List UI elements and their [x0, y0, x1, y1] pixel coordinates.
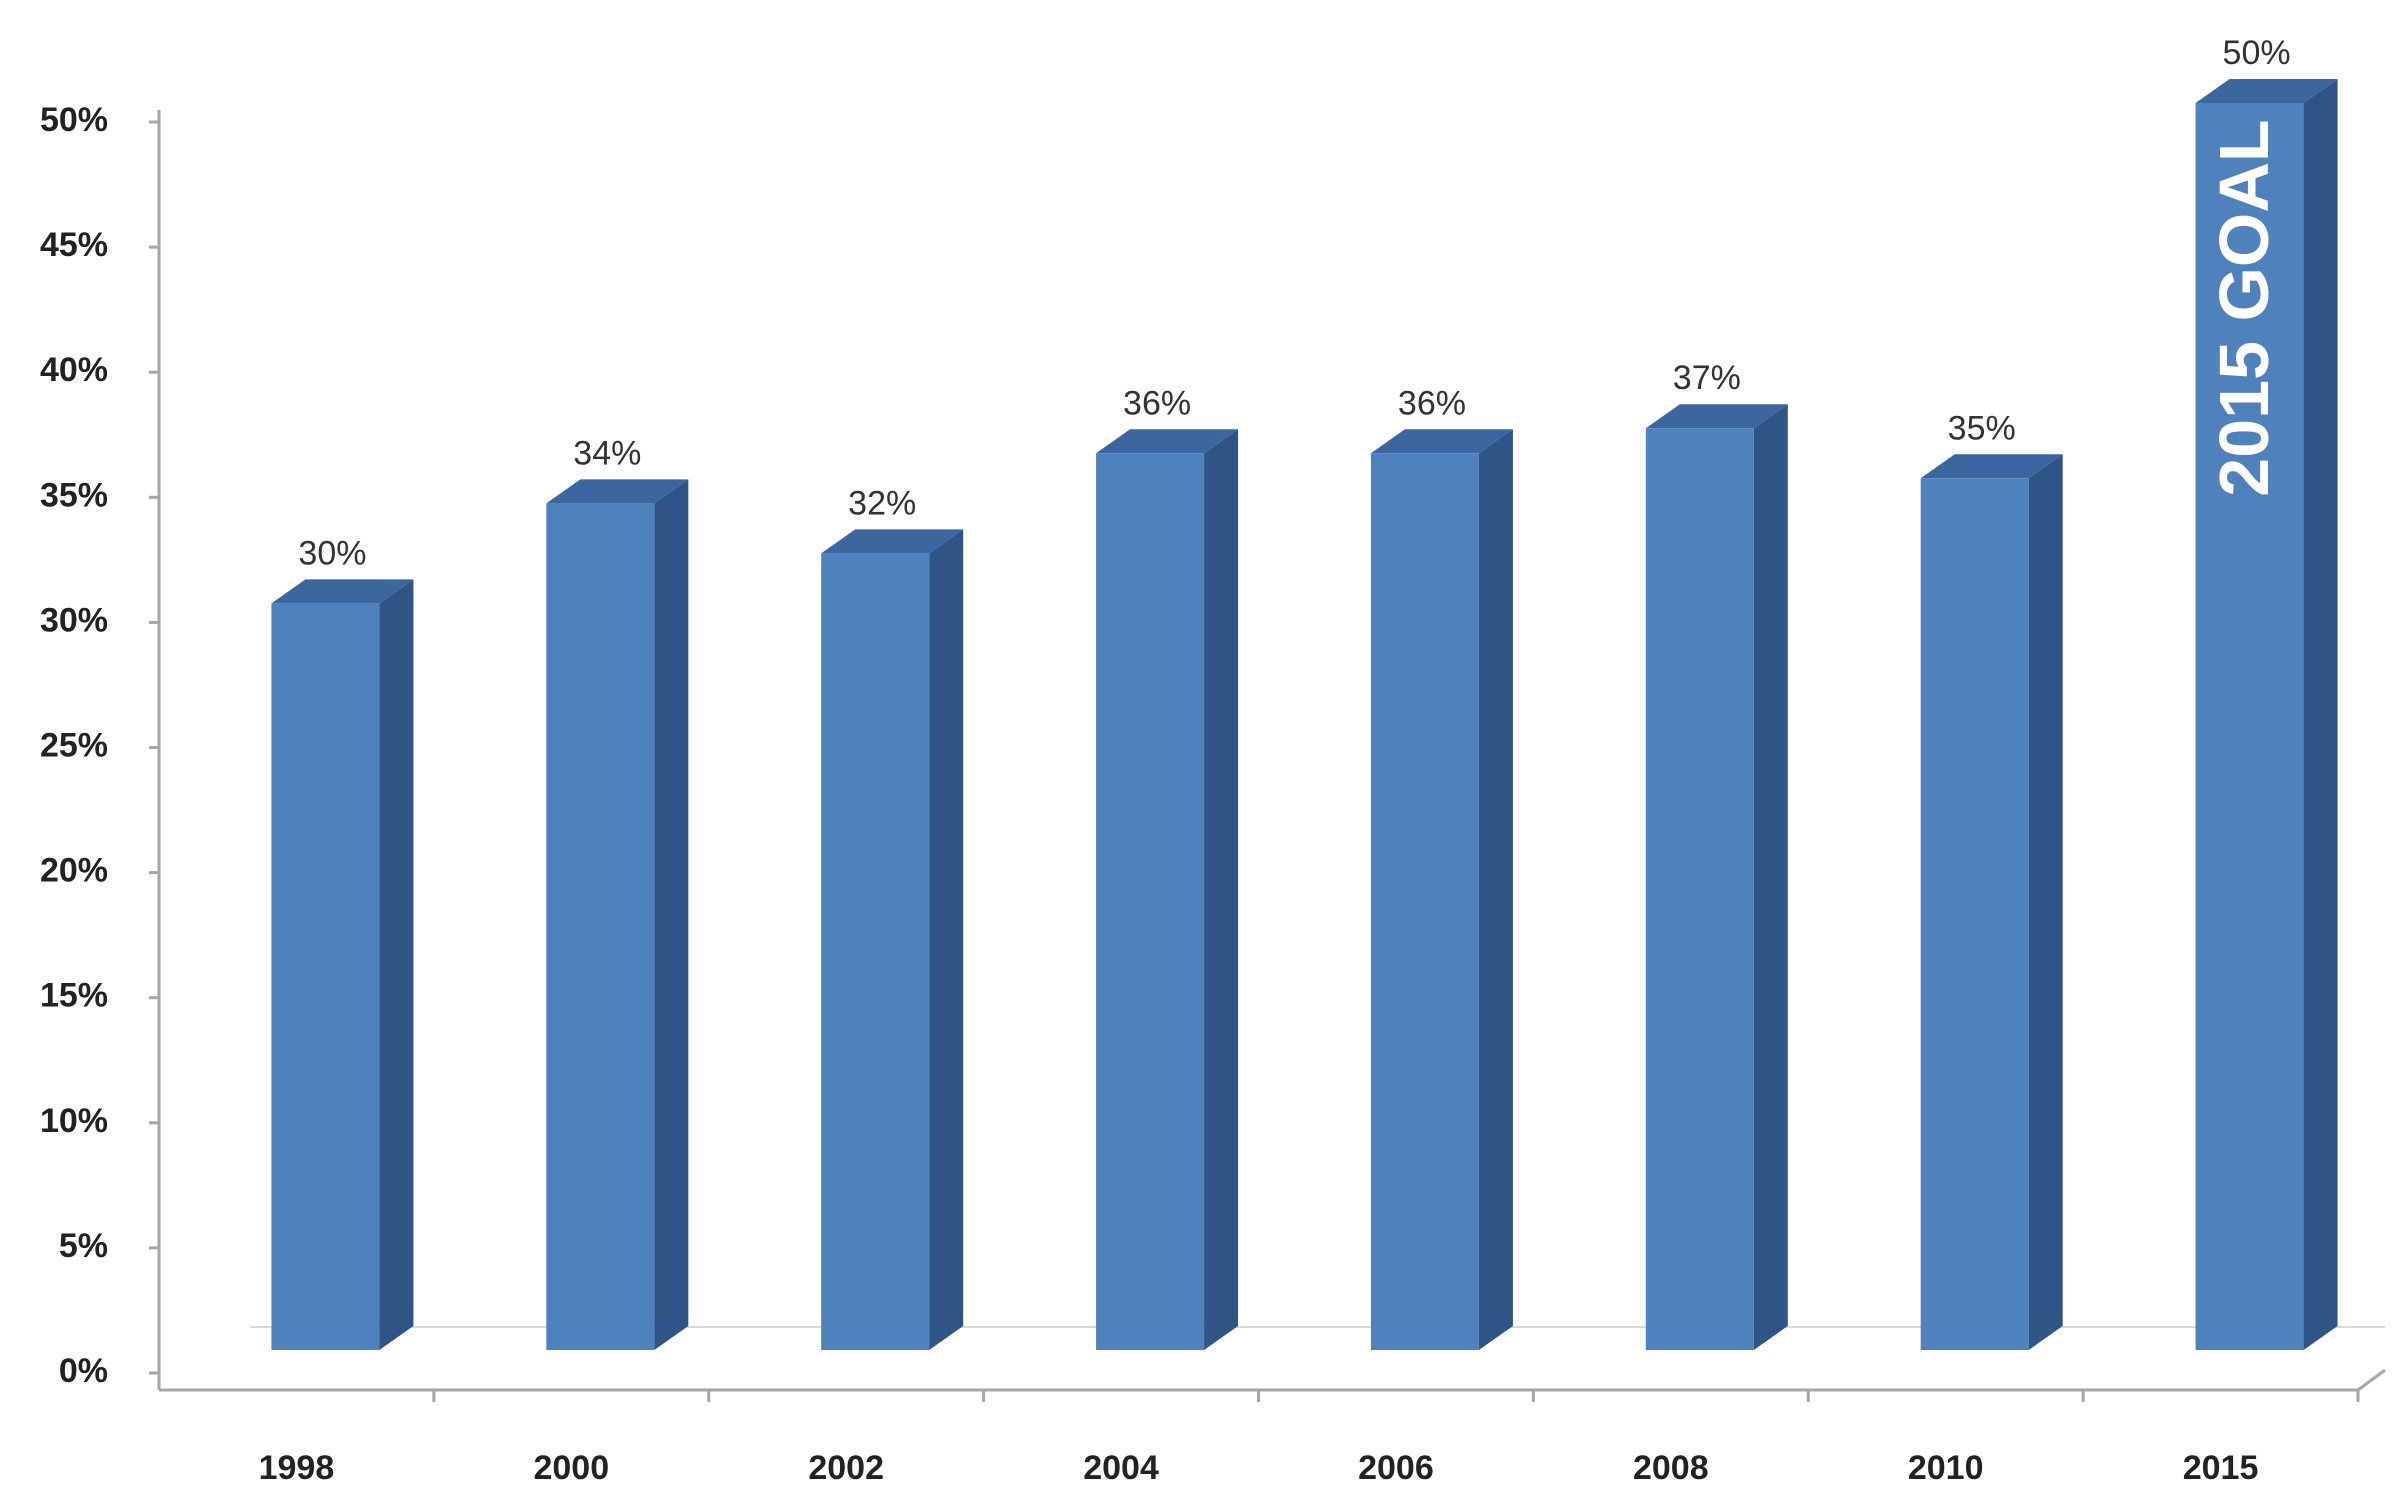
bar-side — [2028, 454, 2063, 1350]
x-tick-label: 2004 — [1083, 1449, 1159, 1487]
bar-front — [1370, 453, 1479, 1350]
bar-top — [1096, 429, 1239, 454]
bar-front — [2195, 103, 2304, 1350]
bar — [1370, 429, 1513, 1350]
bar-side — [1204, 429, 1239, 1350]
bar-top — [821, 529, 964, 554]
bar-top — [2195, 79, 2338, 103]
x-tick-label: 2015 — [2183, 1449, 2259, 1487]
value-label: 32% — [848, 484, 916, 522]
x-tick-label: 2008 — [1633, 1449, 1709, 1487]
bar — [2195, 79, 2338, 1350]
y-tick-label: 45% — [40, 226, 108, 264]
bar-side — [654, 479, 689, 1350]
bar-front — [546, 503, 655, 1350]
bar-front — [1645, 428, 1754, 1350]
bar-front — [821, 553, 930, 1350]
value-label: 34% — [573, 434, 641, 472]
y-tick-label: 15% — [40, 977, 108, 1015]
bar — [1645, 404, 1788, 1350]
bar-side — [2303, 79, 2338, 1350]
bar-side — [1478, 429, 1513, 1350]
bar-top — [1645, 404, 1788, 429]
bar-front — [1096, 453, 1205, 1350]
x-tick-label: 1998 — [259, 1449, 335, 1487]
bar-top — [271, 579, 414, 604]
bar-top — [546, 479, 689, 504]
y-tick-label: 35% — [40, 476, 108, 514]
bar-front — [1920, 478, 2029, 1350]
value-label: 37% — [1673, 359, 1741, 397]
y-tick-label: 50% — [40, 101, 108, 139]
y-tick-label: 0% — [59, 1352, 108, 1390]
bar-top — [1920, 454, 2063, 479]
x-tick-label: 2000 — [533, 1449, 609, 1487]
value-label: 35% — [1948, 409, 2016, 447]
value-label: 36% — [1398, 384, 1466, 422]
x-axis-depth — [2357, 1368, 2386, 1392]
y-tick-label: 40% — [40, 351, 108, 389]
bar — [821, 529, 964, 1350]
y-tick-label: 10% — [40, 1102, 108, 1140]
x-tick-label: 2002 — [808, 1449, 884, 1487]
bar-top — [1370, 429, 1513, 454]
bar-side — [1753, 404, 1788, 1350]
bar — [546, 479, 689, 1350]
y-tick-label: 20% — [40, 852, 108, 890]
bar — [271, 579, 414, 1350]
bar — [1096, 429, 1239, 1350]
bar-side — [379, 579, 414, 1350]
value-label: 36% — [1123, 384, 1191, 422]
x-tick-label: 2006 — [1358, 1449, 1434, 1487]
bar — [1920, 454, 2063, 1350]
y-tick-label: 25% — [40, 726, 108, 764]
bar-side — [929, 529, 964, 1350]
y-tick-label: 30% — [40, 601, 108, 639]
y-tick-label: 5% — [59, 1227, 108, 1265]
annotation: 2015 GOAL — [2205, 119, 2283, 496]
value-label: 30% — [298, 534, 366, 572]
bar-front — [271, 603, 380, 1350]
value-label: 50% — [2223, 34, 2291, 72]
x-tick-label: 2010 — [1908, 1449, 1984, 1487]
